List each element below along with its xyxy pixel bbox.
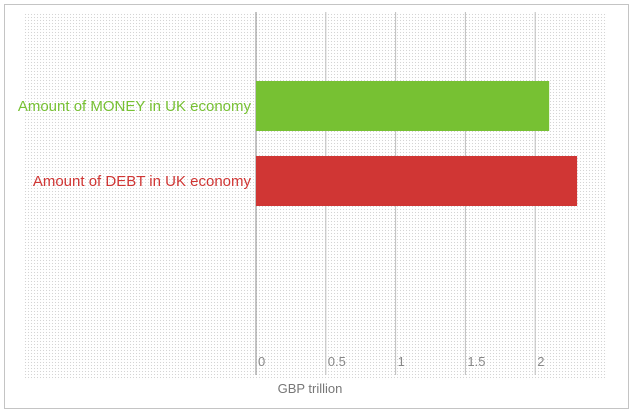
category-label-money: Amount of MONEY in UK economy bbox=[18, 98, 252, 115]
x-tick-label: 1.5 bbox=[467, 354, 485, 369]
bar-money bbox=[256, 81, 550, 131]
bars bbox=[256, 81, 578, 206]
x-tick-labels: 0 0.5 1 1.5 2 bbox=[258, 354, 544, 369]
x-tick-label: 0 bbox=[258, 354, 265, 369]
x-tick-label: 2 bbox=[537, 354, 544, 369]
category-labels: Amount of MONEY in UK economy Amount of D… bbox=[18, 98, 252, 190]
x-axis-title: GBP trillion bbox=[278, 381, 343, 396]
category-label-debt: Amount of DEBT in UK economy bbox=[33, 173, 252, 190]
x-tick-label: 1 bbox=[398, 354, 405, 369]
x-tick-label: 0.5 bbox=[328, 354, 346, 369]
bar-debt bbox=[256, 156, 578, 206]
